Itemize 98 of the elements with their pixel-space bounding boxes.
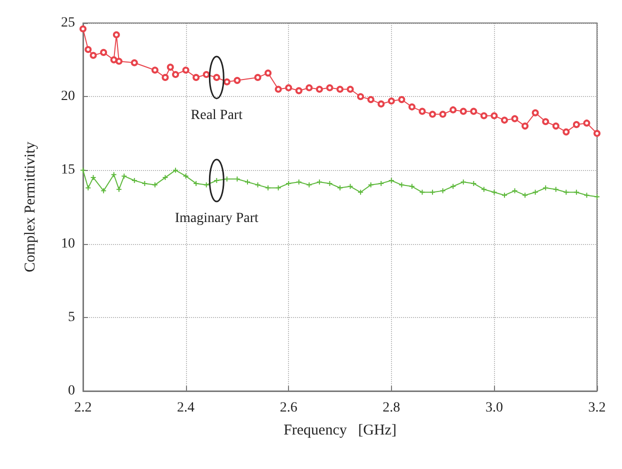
point <box>121 173 128 180</box>
point <box>234 76 241 84</box>
point <box>84 46 92 53</box>
point <box>358 189 364 196</box>
point <box>439 110 446 118</box>
point <box>594 130 600 137</box>
annotation: Imaginary Part <box>174 211 259 226</box>
point <box>90 52 97 59</box>
point <box>522 192 528 198</box>
point <box>572 121 580 128</box>
point <box>491 189 498 196</box>
point <box>115 58 122 65</box>
point <box>501 192 508 198</box>
point <box>490 112 498 120</box>
point <box>254 182 261 188</box>
point <box>346 86 354 93</box>
point <box>388 98 395 105</box>
point <box>563 189 570 196</box>
point <box>166 64 174 71</box>
point <box>254 74 262 81</box>
point <box>429 110 436 118</box>
y-axis-title: Complex Permittivity <box>22 141 38 272</box>
point <box>470 108 478 115</box>
point <box>172 167 179 174</box>
point <box>130 59 138 66</box>
y-tick-label: 25 <box>61 16 75 30</box>
x-tick-label: 3.0 <box>485 400 503 416</box>
x-tick-label: 2.8 <box>382 400 400 416</box>
point <box>152 182 158 188</box>
point <box>347 183 354 190</box>
point <box>172 71 180 78</box>
point <box>274 86 282 93</box>
point <box>542 184 549 191</box>
point <box>398 182 405 188</box>
point <box>112 31 120 38</box>
point <box>368 182 374 188</box>
point <box>203 182 210 188</box>
x-tick-label: 2.2 <box>74 400 92 416</box>
point <box>542 118 550 126</box>
point <box>116 186 122 192</box>
point <box>192 74 200 81</box>
point <box>202 71 210 78</box>
point <box>408 183 415 190</box>
annotation: Real Part <box>190 108 243 123</box>
point <box>85 184 92 191</box>
y-tick-label: 5 <box>68 310 75 325</box>
point <box>110 172 117 178</box>
point <box>522 122 529 130</box>
point <box>151 66 158 74</box>
y-tick-label: 10 <box>61 236 75 252</box>
point <box>337 184 343 191</box>
point <box>408 103 416 110</box>
point <box>419 189 426 196</box>
point <box>306 84 313 92</box>
point <box>532 189 538 196</box>
point <box>182 173 189 180</box>
point <box>398 96 406 104</box>
point <box>336 86 344 93</box>
x-tick-label: 2.6 <box>280 400 298 416</box>
point <box>182 66 190 74</box>
point <box>480 112 488 120</box>
point <box>584 192 590 198</box>
point <box>460 108 467 115</box>
point <box>583 120 590 127</box>
point <box>162 74 169 81</box>
point <box>552 122 560 130</box>
point <box>418 108 426 115</box>
point <box>480 186 487 192</box>
point <box>275 184 282 191</box>
y-tick-label: 0 <box>68 384 75 398</box>
point <box>500 116 508 124</box>
point <box>316 86 323 93</box>
point <box>306 182 312 188</box>
point <box>450 106 457 114</box>
point <box>357 93 364 100</box>
point <box>532 109 539 116</box>
point <box>223 78 230 86</box>
point <box>378 100 385 108</box>
y-tick-label: 20 <box>61 89 75 104</box>
point <box>110 56 118 64</box>
x-tick-label: 2.4 <box>177 400 195 416</box>
point <box>511 115 518 122</box>
point <box>367 96 374 104</box>
point <box>326 84 334 92</box>
point <box>573 189 580 196</box>
x-axis-title: Frequency [GHz] <box>284 422 396 438</box>
point <box>100 48 108 56</box>
point <box>264 70 272 77</box>
point <box>100 188 107 194</box>
point <box>552 186 559 192</box>
point <box>440 188 446 194</box>
point <box>285 84 292 92</box>
point <box>295 87 302 94</box>
x-tick-label: 3.2 <box>588 400 606 416</box>
point <box>450 183 456 190</box>
y-tick-label: 15 <box>61 162 75 178</box>
point <box>562 128 570 136</box>
point <box>512 188 518 194</box>
